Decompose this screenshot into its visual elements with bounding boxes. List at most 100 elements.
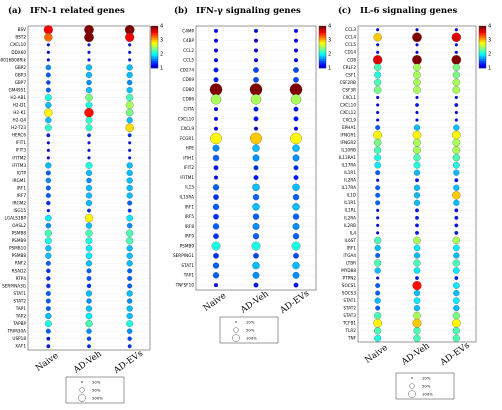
bubble-point <box>46 50 50 54</box>
gene-label: USP18 <box>12 336 26 341</box>
bubble-point <box>253 76 259 83</box>
gene-label: GM4951 <box>8 87 26 92</box>
gene-label: CCL4 <box>345 35 356 40</box>
gene-label: PSMB8 <box>12 231 27 236</box>
bubble-point <box>213 233 219 240</box>
gene-label: CIITA <box>184 107 195 112</box>
bubble-point <box>86 275 92 281</box>
bubble-point <box>87 133 91 138</box>
gene-label: IL1D <box>347 193 356 198</box>
bubble-point <box>45 328 51 334</box>
bubble-point <box>126 184 133 192</box>
colorbar-segment <box>479 27 486 30</box>
bubble-point <box>413 334 421 342</box>
colorbar-segment <box>479 66 486 69</box>
gene-label: CXCL10 <box>340 102 356 107</box>
bubble-point <box>45 72 51 78</box>
gene-label: DDX60 <box>11 50 26 55</box>
bubble-point <box>413 154 421 162</box>
bubble-point <box>453 244 460 252</box>
bubble-point <box>85 237 93 245</box>
bubble-point <box>292 203 300 211</box>
bubble-point <box>249 83 263 96</box>
bubble-point <box>452 154 460 162</box>
gene-label: PSMB9 <box>180 243 195 248</box>
colorbar-segment <box>319 59 326 62</box>
bubble-point <box>452 161 460 169</box>
bubble-point <box>413 199 421 206</box>
bubble-point <box>46 148 50 152</box>
bubble-point <box>375 283 381 289</box>
bubble-point <box>453 290 460 297</box>
colorbar-segment <box>151 40 158 43</box>
bubble-point <box>375 253 381 258</box>
colorbar-segment <box>151 27 158 30</box>
bubble-point <box>451 32 462 42</box>
bubble-point <box>412 55 422 65</box>
gene-label: STAT1 <box>343 298 356 303</box>
bubble-point <box>45 193 51 198</box>
bubble-point <box>375 192 381 198</box>
bubble-point <box>125 101 134 110</box>
colorbar-segment <box>151 45 158 48</box>
bubble-point <box>213 283 219 288</box>
gene-label: CSF3R <box>342 87 356 92</box>
colorbar-tick: 2 <box>488 52 491 58</box>
colorbar-segment <box>479 55 486 58</box>
gene-label: CCL5 <box>345 42 356 47</box>
gene-label: IRGM2 <box>12 200 26 205</box>
panel-title: IFN-1 related genes <box>30 6 125 16</box>
bubble-point <box>44 33 53 42</box>
group-label: AD-Veh <box>71 349 104 376</box>
bubble-point <box>453 199 460 206</box>
bubble-point <box>293 38 299 43</box>
bubble-point <box>213 67 219 73</box>
colorbar-segment <box>151 64 158 67</box>
panel-title: IFN-γ signaling genes <box>196 6 301 16</box>
bubble-point <box>374 236 382 245</box>
gene-label: IFITM1 <box>180 175 194 180</box>
bubble-point <box>253 67 259 73</box>
colorbar-segment <box>319 47 326 50</box>
bubble-point <box>125 123 134 132</box>
bubble-point <box>46 336 51 341</box>
bubble-point <box>127 336 132 341</box>
bubble-point <box>45 313 52 320</box>
gene-label: HPE <box>186 146 195 151</box>
bubble-point <box>374 78 382 87</box>
gene-label: OASL2 <box>12 223 26 228</box>
bubble-point <box>213 107 219 112</box>
bubble-point <box>453 282 460 289</box>
gene-label: CCL3 <box>345 27 356 32</box>
bubble-point <box>87 208 91 213</box>
colorbar-tick: 2 <box>328 52 331 58</box>
bubble-point <box>128 148 132 152</box>
bubble-point <box>292 233 300 240</box>
gene-label: IFIH1 <box>183 155 194 160</box>
bubble-point <box>376 28 380 32</box>
bubble-point <box>451 55 462 65</box>
bubble-point <box>292 193 300 201</box>
bubble-point <box>452 86 461 94</box>
gene-label: TCFB1 <box>342 321 357 326</box>
bubble-point <box>85 169 93 177</box>
size-legend-label: 50% <box>92 387 101 392</box>
colorbar-segment <box>319 27 326 30</box>
colorbar-segment <box>479 54 486 57</box>
colorbar-segment <box>319 45 326 48</box>
bubble-point <box>213 38 219 43</box>
gene-label: IRF1 <box>347 245 357 250</box>
bubble-point <box>213 77 219 83</box>
gene-label: SOCS3 <box>342 290 357 295</box>
gene-label: CXCL10 <box>10 42 26 47</box>
bubble-point <box>45 306 51 312</box>
bubble-point <box>43 25 53 35</box>
bubble-point <box>415 103 419 107</box>
group-label: Naive <box>363 343 389 366</box>
group-label: Naive <box>202 291 228 314</box>
bubble-point <box>452 259 460 267</box>
colorbar-segment <box>151 43 158 46</box>
colorbar-frame <box>318 25 327 69</box>
gene-label: IFNGR1 <box>340 132 356 137</box>
colorbar-segment <box>319 54 326 57</box>
